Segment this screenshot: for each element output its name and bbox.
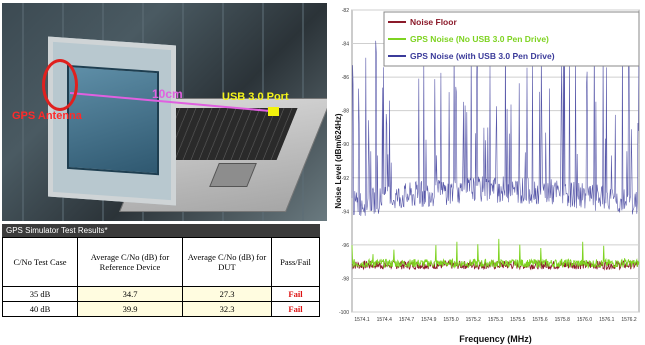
y-tick-label: -94 (342, 209, 349, 215)
y-tick-label: -88 (342, 109, 349, 115)
x-tick-label: 1574.7 (399, 317, 415, 323)
cell-result: Fail (271, 286, 320, 302)
gps-antenna-label: GPS Antenna (12, 110, 82, 122)
legend-entry: GPS Noise (No USB 3.0 Pen Drive) (410, 34, 549, 44)
y-tick-label: -98 (342, 276, 349, 282)
legend-entry: GPS Noise (with USB 3.0 Pen Drive) (410, 51, 555, 61)
gps-antenna-marker (42, 59, 78, 111)
series-line (351, 26, 640, 217)
distance-line (69, 92, 271, 112)
x-tick-label: 1575.5 (510, 317, 526, 323)
y-tick-label: -96 (342, 243, 349, 249)
legend (383, 11, 640, 67)
y-tick-label: -92 (342, 176, 349, 182)
x-tick-label: 1576.1 (599, 317, 615, 323)
x-tick-label: 1575.0 (443, 317, 459, 323)
results-table: C/No Test Case Average C/No (dB) for Ref… (2, 237, 320, 317)
cell-dut: 27.3 (182, 286, 272, 302)
distance-label: 10cm (152, 87, 183, 101)
usb-port-marker (268, 107, 279, 116)
x-tick-label: 1574.1 (354, 317, 370, 323)
x-tick-label: 1575.3 (488, 317, 504, 323)
results-title: GPS Simulator Test Results* (2, 224, 320, 237)
usb-port-label: USB 3.0 Port (222, 91, 289, 103)
cell-case: 40 dB (2, 301, 78, 317)
header-reference: Average C/No (dB) for Reference Device (77, 237, 183, 287)
cell-dut: 32.3 (182, 301, 272, 317)
table-row: 40 dB 39.9 32.3 Fail (2, 301, 320, 317)
cell-ref: 34.7 (77, 286, 183, 302)
x-tick-label: 1574.4 (377, 317, 393, 323)
header-test-case: C/No Test Case (2, 237, 78, 287)
series-line (351, 238, 640, 270)
cell-case: 35 dB (2, 286, 78, 302)
header-pass-fail: Pass/Fail (271, 237, 320, 287)
y-tick-label: -86 (342, 75, 349, 81)
legend-entry: Noise Floor (410, 17, 457, 27)
y-tick-label: -82 (342, 8, 349, 14)
y-tick-label: -90 (342, 142, 349, 148)
header-dut: Average C/No (dB) for DUT (182, 237, 272, 287)
test-setup-photo: GPS Antenna 10cm USB 3.0 Port (2, 3, 327, 221)
y-axis-label: Noise Level (dBm/624Hz) (334, 113, 343, 208)
x-tick-label: 1575.2 (466, 317, 482, 323)
x-tick-label: 1574.9 (421, 317, 437, 323)
x-axis-label: Frequency (MHz) (459, 334, 532, 344)
y-tick-label: -100 (339, 310, 349, 316)
x-tick-label: 1575.6 (532, 317, 548, 323)
x-tick-label: 1575.8 (555, 317, 571, 323)
y-tick-label: -84 (342, 42, 349, 48)
cell-ref: 39.9 (77, 301, 183, 317)
x-tick-label: 1576.2 (621, 317, 637, 323)
cell-result: Fail (271, 301, 320, 317)
noise-spectrum-chart: -82 -84 -86 -88 -90 -92 -94 -96 -98 -100 1574.1 157… (334, 8, 640, 344)
table-row: 35 dB 34.7 27.3 Fail (2, 286, 320, 302)
x-tick-label: 1576.0 (577, 317, 593, 323)
